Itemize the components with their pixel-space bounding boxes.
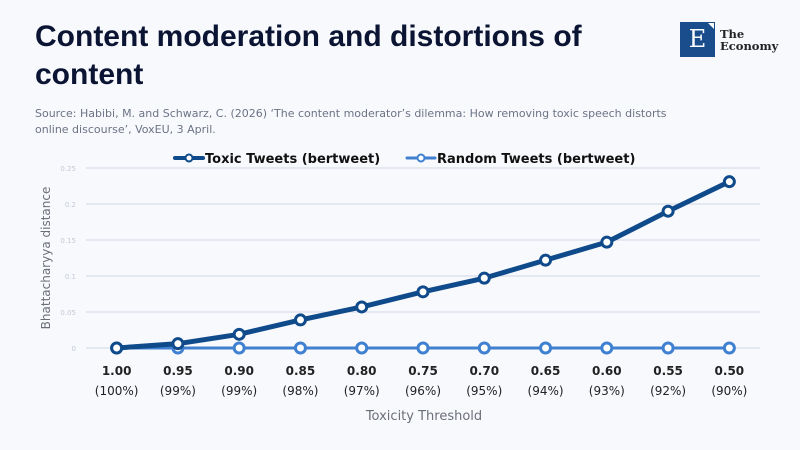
x-tick-label: 0.65 xyxy=(531,364,561,378)
data-point[interactable] xyxy=(722,175,736,189)
y-tick-label: 0.25 xyxy=(60,165,76,173)
data-point[interactable] xyxy=(539,341,553,355)
data-point[interactable] xyxy=(416,285,430,299)
source-note: Source: Habibi, M. and Schwarz, C. (2026… xyxy=(35,107,667,136)
data-point[interactable] xyxy=(477,271,491,285)
x-tick-sublabel: (97%) xyxy=(344,384,380,398)
data-point[interactable] xyxy=(110,341,124,355)
x-axis-label: Toxicity Threshold xyxy=(365,409,482,424)
legend-label: Random Tweets (bertweet) xyxy=(437,152,635,167)
logo-letter: E xyxy=(688,25,707,53)
x-tick-label: 0.95 xyxy=(163,364,193,378)
legend-marker xyxy=(416,153,426,163)
logo-text-economy: Economy xyxy=(720,38,779,53)
y-axis-label: Bhattacharyya distance xyxy=(39,187,53,330)
x-tick-sublabel: (93%) xyxy=(589,384,625,398)
y-tick-label: 0.15 xyxy=(60,237,76,245)
series-line xyxy=(116,179,731,351)
data-point[interactable] xyxy=(539,253,553,267)
data-point[interactable] xyxy=(232,341,246,355)
logo-mark: E xyxy=(680,22,715,57)
series-toxic xyxy=(110,175,736,355)
logo-wordmark: The Economy xyxy=(720,28,778,52)
x-tick-label: 0.75 xyxy=(408,364,438,378)
legend-item: Random Tweets (bertweet) xyxy=(405,152,635,167)
x-tick-label: 0.80 xyxy=(347,364,377,378)
data-point[interactable] xyxy=(355,341,369,355)
series-lines xyxy=(110,175,736,355)
x-tick-label: 0.90 xyxy=(224,364,254,378)
data-point[interactable] xyxy=(600,341,614,355)
data-point[interactable] xyxy=(171,337,185,351)
logo: E The Economy xyxy=(680,22,778,57)
y-tick-label: 0 xyxy=(72,345,76,353)
x-tick-sublabel: (96%) xyxy=(405,384,441,398)
x-tick-sublabel: (92%) xyxy=(650,384,686,398)
data-point[interactable] xyxy=(661,341,675,355)
x-tick-sublabel: (99%) xyxy=(221,384,257,398)
series-random xyxy=(110,341,736,355)
logo-text-the: The xyxy=(720,26,745,41)
x-tick-sublabel: (99%) xyxy=(160,384,196,398)
data-point[interactable] xyxy=(600,235,614,249)
data-point[interactable] xyxy=(477,341,491,355)
x-tick-label: 0.85 xyxy=(286,364,316,378)
legend-marker xyxy=(184,153,194,163)
x-tick-label: 0.55 xyxy=(653,364,683,378)
x-tick-label: 0.60 xyxy=(592,364,622,378)
x-tick-sublabel: (100%) xyxy=(95,384,139,398)
x-tick-sublabel: (95%) xyxy=(466,384,502,398)
x-tick-labels: 1.00 (100%) 0.95 (99%) 0.90 (99%) 0.85 (98%) 0.8… xyxy=(95,364,748,398)
data-point[interactable] xyxy=(661,204,675,218)
data-point[interactable] xyxy=(355,300,369,314)
y-tick-labels: 0 0.05 0.1 0.15 0.2 0.25 xyxy=(60,165,76,353)
x-tick-sublabel: (94%) xyxy=(528,384,564,398)
x-tick-label: 0.70 xyxy=(469,364,499,378)
logo-corner-icon xyxy=(708,23,714,29)
y-tick-label: 0.2 xyxy=(65,201,76,209)
data-point[interactable] xyxy=(416,341,430,355)
x-tick-label: 1.00 xyxy=(102,364,132,378)
data-point[interactable] xyxy=(293,341,307,355)
legend-item: Toxic Tweets (bertweet) xyxy=(173,152,380,167)
legend-label: Toxic Tweets (bertweet) xyxy=(205,152,380,167)
data-point[interactable] xyxy=(722,341,736,355)
x-tick-sublabel: (90%) xyxy=(711,384,747,398)
y-tick-label: 0.05 xyxy=(60,309,76,317)
y-tick-label: 0.1 xyxy=(65,273,76,281)
x-tick-label: 0.50 xyxy=(715,364,745,378)
data-point[interactable] xyxy=(293,313,307,327)
chart-title: Content moderation and distortions of co… xyxy=(35,20,582,91)
x-tick-sublabel: (98%) xyxy=(282,384,318,398)
gridlines xyxy=(86,167,760,349)
legend: Toxic Tweets (bertweet) Random Tweets (be… xyxy=(173,152,635,167)
data-point[interactable] xyxy=(232,327,246,341)
